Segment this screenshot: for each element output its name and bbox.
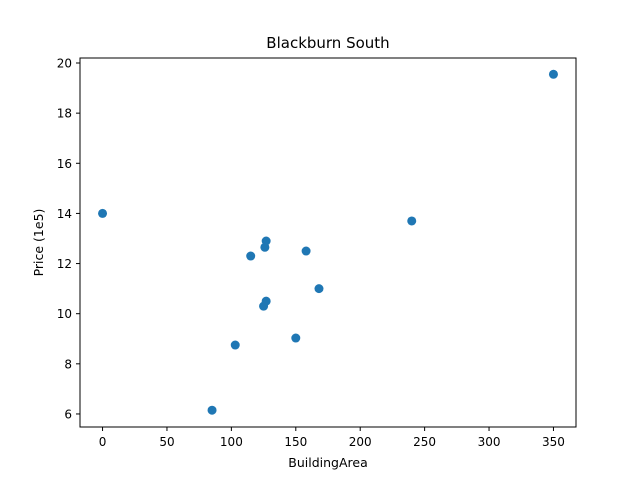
points-layer [98, 69, 558, 415]
data-point [291, 333, 301, 343]
y-tick-label: 20 [57, 57, 72, 71]
x-tick-label: 0 [99, 435, 107, 449]
x-axis-label: BuildingArea [288, 455, 367, 470]
data-point [246, 251, 256, 261]
y-tick-label: 6 [64, 407, 72, 421]
data-point [407, 216, 417, 226]
x-axis-ticks: 0 50 100 150 200 250 300 350 [99, 427, 565, 449]
y-tick-label: 16 [57, 157, 72, 171]
x-tick-label: 250 [413, 435, 436, 449]
x-tick-label: 300 [478, 435, 501, 449]
data-point [548, 69, 558, 79]
y-axis-label: Price (1e5) [31, 209, 46, 277]
data-point [314, 284, 324, 294]
data-point [301, 246, 311, 256]
x-tick-label: 100 [220, 435, 243, 449]
data-point [98, 208, 108, 218]
y-tick-label: 18 [57, 107, 72, 121]
data-point [230, 340, 240, 350]
x-tick-label: 200 [349, 435, 372, 449]
y-tick-label: 12 [57, 257, 72, 271]
y-axis-ticks: 6 8 10 12 14 16 18 20 [57, 57, 80, 421]
x-tick-label: 350 [542, 435, 565, 449]
data-point [207, 405, 217, 415]
data-point [261, 296, 271, 306]
x-tick-label: 50 [159, 435, 174, 449]
x-tick-label: 150 [284, 435, 307, 449]
chart-title: Blackburn South [266, 34, 389, 52]
y-tick-label: 10 [57, 307, 72, 321]
y-tick-label: 8 [64, 357, 72, 371]
plot-frame [79, 57, 577, 428]
data-point [261, 236, 271, 246]
y-tick-label: 14 [57, 207, 72, 221]
